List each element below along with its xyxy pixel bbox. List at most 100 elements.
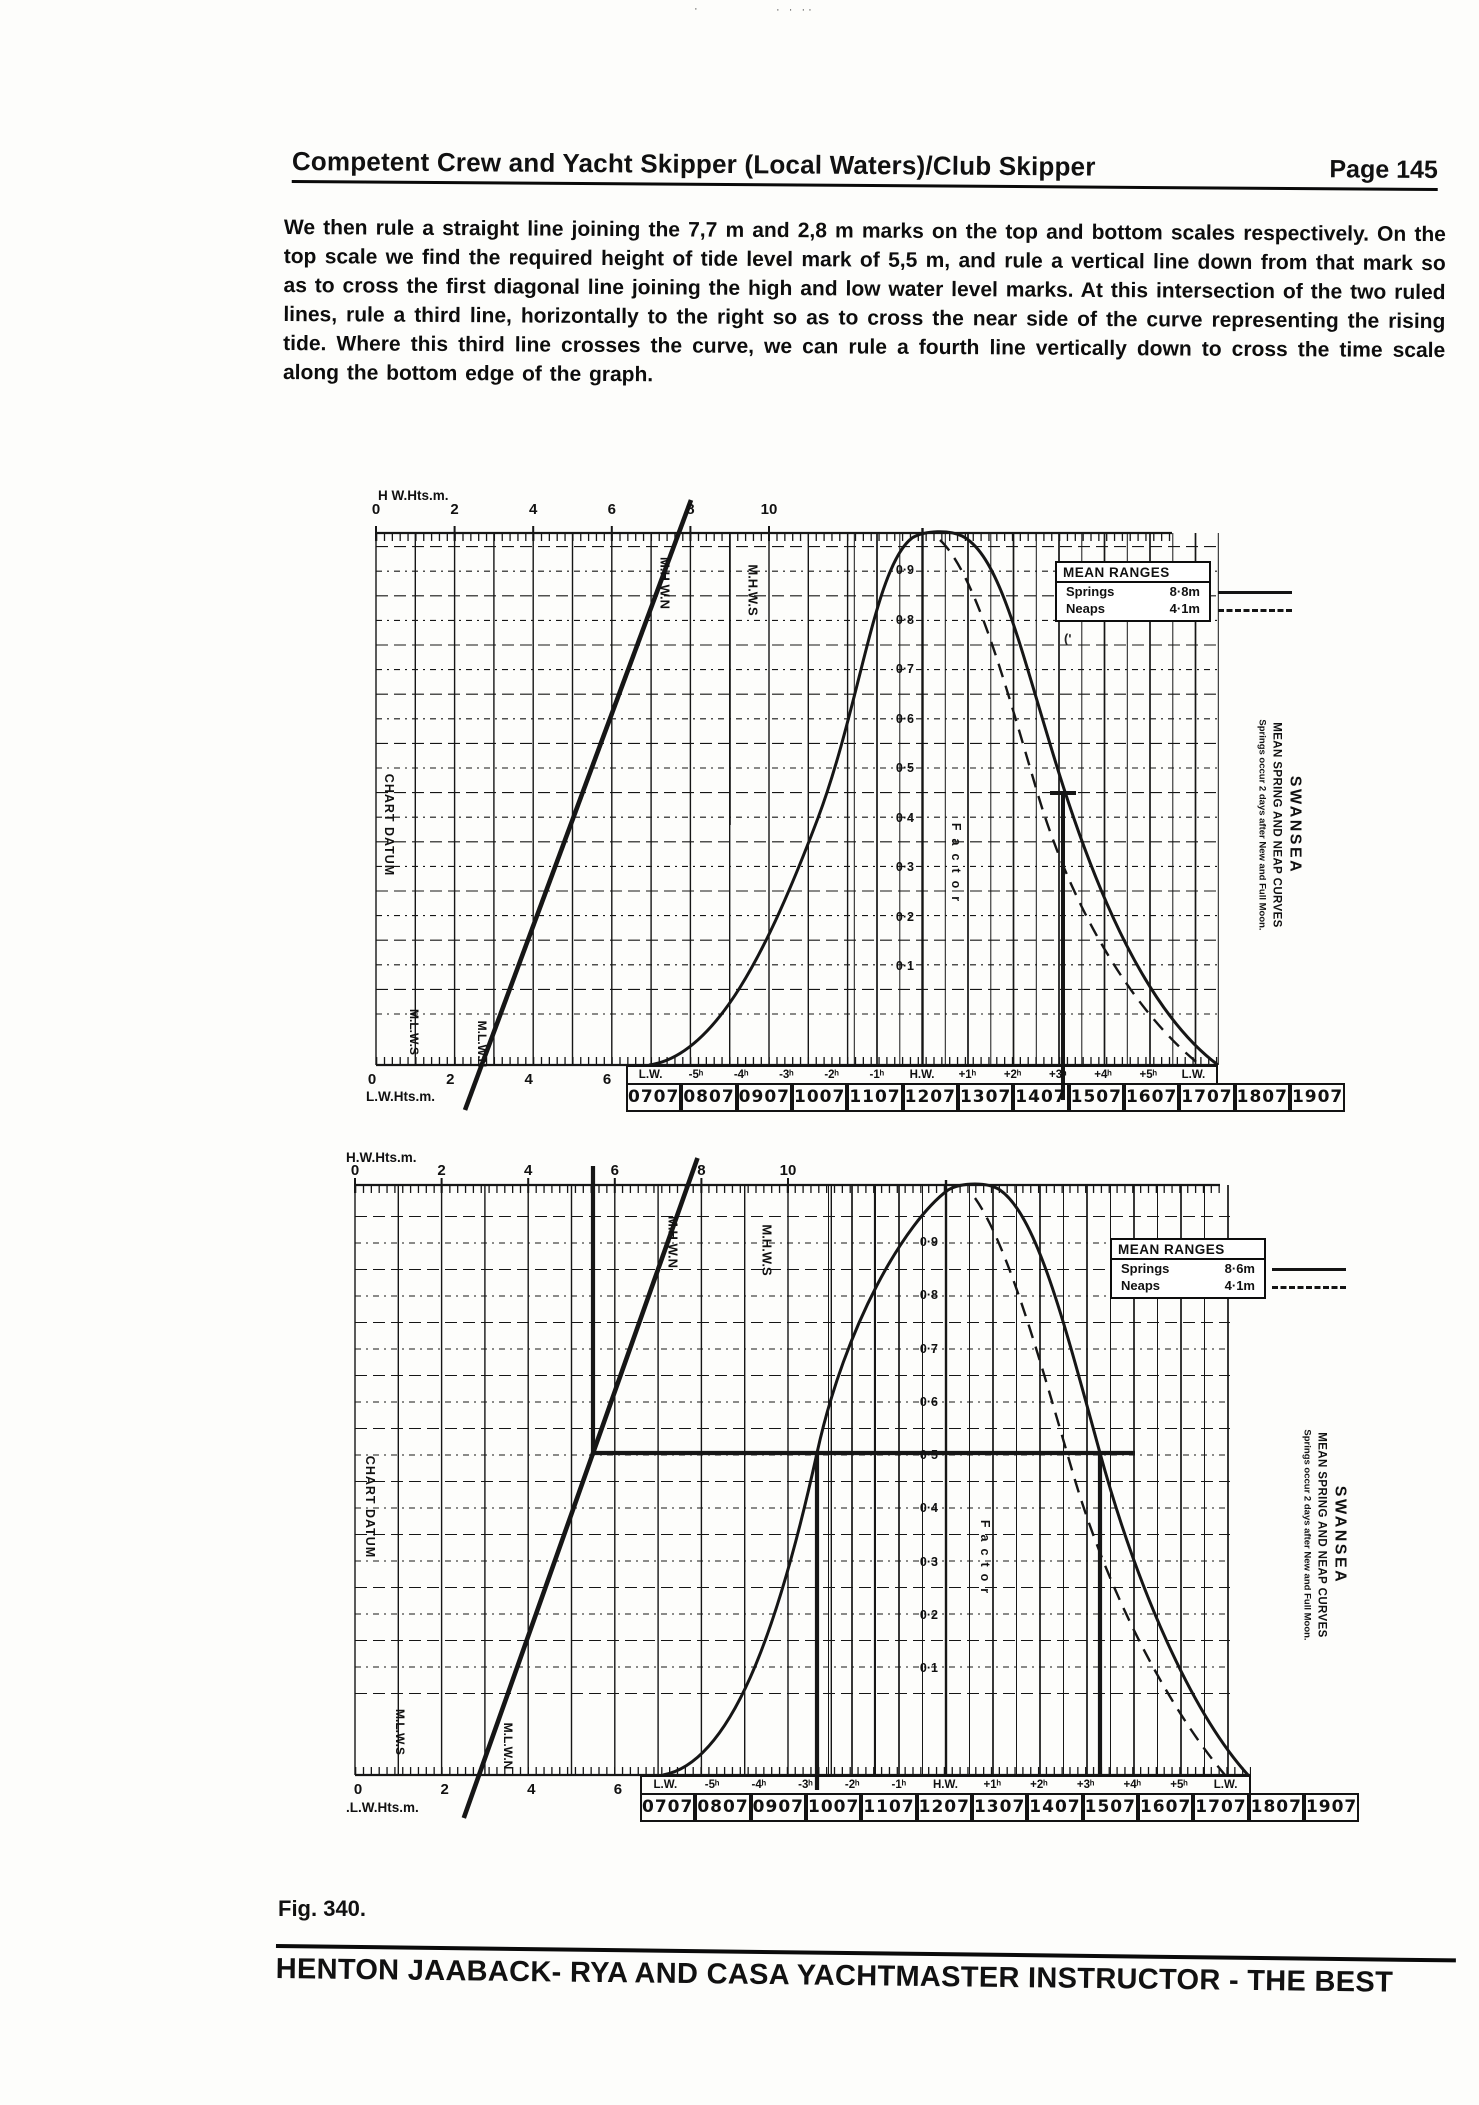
- time-value-cell: 1507: [1082, 1793, 1138, 1822]
- time-value-cell: 1707: [1179, 1083, 1235, 1112]
- legend-neaps-row: Neaps 4·1m: [1112, 1277, 1264, 1294]
- mlws-label: M.L.W.S: [393, 1709, 407, 1755]
- mhwn-label: M.H.W.N: [657, 557, 673, 609]
- mhws-label: M.H.W.S: [759, 1224, 775, 1276]
- time-value-cell: 1107: [861, 1793, 917, 1822]
- neap-curve: [974, 1197, 1226, 1776]
- hour-label: H.W.: [909, 1069, 935, 1081]
- hour-scale-row: L.W. -5ʰ -4ʰ -3ʰ -2ʰ -1ʰ H.W. +1ʰ +2ʰ +3ʰ +4ʰ +5ʰ L.…: [626, 1065, 1218, 1083]
- hour-label: -2ʰ: [844, 1779, 860, 1791]
- hour-label: L.W.: [1181, 1069, 1206, 1081]
- hour-label: -1ʰ: [891, 1779, 907, 1791]
- time-value-cell: 0907: [736, 1083, 792, 1112]
- hour-scale-row: L.W. -5ʰ -4ʰ -3ʰ -2ʰ -1ʰ H.W. +1ʰ +2ʰ +3ʰ +4ʰ +5ʰ L.…: [640, 1775, 1251, 1793]
- hour-label: -5ʰ: [704, 1779, 720, 1791]
- neaps-label: Neaps: [1121, 1278, 1161, 1293]
- legend-springs-row: Springs 8·8m: [1057, 583, 1209, 600]
- diagonal-line: [462, 499, 694, 1111]
- factor-axis-label: Factor: [949, 822, 963, 910]
- time-value-cell: 1507: [1068, 1083, 1124, 1112]
- mlws-label: M.L.W.S: [407, 1009, 421, 1055]
- port-info-block: SWANSEA MEAN SPRING AND NEAP CURVES Spri…: [1302, 1375, 1349, 1695]
- hour-label: +5ʰ: [1139, 1069, 1157, 1081]
- factor-value: 0·1: [895, 959, 914, 973]
- hour-label: +1ʰ: [958, 1069, 976, 1081]
- mean-ranges-legend: MEAN RANGES Springs 8·6m Neaps 4·1m: [1110, 1238, 1266, 1299]
- example-line-falling: [1050, 791, 1076, 1100]
- page-number: Page 145: [1329, 155, 1438, 184]
- port-info-block: SWANSEA MEAN SPRING AND NEAP CURVES Spri…: [1257, 665, 1304, 985]
- hour-label: -5ʰ: [688, 1069, 704, 1081]
- scan-speck: (ʹ: [1064, 631, 1072, 646]
- factor-value: 0·5: [919, 1448, 938, 1462]
- time-value-cell: 0807: [681, 1083, 737, 1112]
- time-values-row: 0707 0807 0907 1007 1107 1207 1307 1407 1507 1607…: [640, 1793, 1360, 1822]
- time-scale: L.W. -5ʰ -4ʰ -3ʰ -2ʰ -1ʰ H.W. +1ʰ +2ʰ +3ʰ +4ʰ +5ʰ L.…: [640, 1775, 1360, 1822]
- time-value-cell: 1307: [957, 1083, 1014, 1112]
- time-values-row: 0707 0807 0907 1007 1107 1207 1307 1407 1507 1607…: [626, 1083, 1346, 1112]
- neaps-value: 4·1m: [1224, 1278, 1255, 1293]
- time-value-cell: 1307: [971, 1793, 1028, 1822]
- time-value-cell: 1607: [1123, 1083, 1180, 1112]
- time-value-cell: 1907: [1289, 1083, 1346, 1112]
- curves-note: Springs occur 2 days after New and Full …: [1301, 1429, 1313, 1641]
- springs-line-sample: [1218, 591, 1292, 594]
- hour-label: -3ʰ: [779, 1069, 794, 1081]
- factor-value: 0·9: [919, 1235, 938, 1249]
- lw-heights-label: .L.W.Hts.m.: [346, 1800, 419, 1815]
- factor-value: 0·8: [895, 612, 914, 627]
- neap-curve: [939, 539, 1201, 1066]
- time-value-cell: 1807: [1234, 1083, 1290, 1112]
- time-scale: L.W. -5ʰ -4ʰ -3ʰ -2ʰ -1ʰ H.W. +1ʰ +2ʰ +3ʰ +4ʰ +5ʰ L.…: [626, 1065, 1346, 1112]
- hw-heights-label: H.W.Hts.m.: [346, 1150, 417, 1165]
- hour-label: +3ʰ: [1049, 1069, 1067, 1081]
- spring-curve: [662, 1182, 1250, 1777]
- legend-springs-row: Springs 8·6m: [1112, 1260, 1264, 1277]
- factor-scale: 0·9 0·8 0·7 0·6 0·5 0·4 0·3 0·2 0·1: [896, 1235, 938, 1675]
- neaps-label: Neaps: [1066, 601, 1106, 616]
- factor-value: 0·6: [919, 1394, 938, 1409]
- factor-value: 0·6: [895, 711, 914, 726]
- springs-label: Springs: [1066, 584, 1115, 599]
- factor-value: 0·3: [919, 1554, 938, 1569]
- tidal-curve-grid-2: [354, 1157, 1251, 1819]
- time-value-cell: 1207: [916, 1793, 972, 1822]
- time-value-cell: 1407: [1013, 1083, 1069, 1112]
- port-name: SWANSEA: [1331, 1485, 1349, 1585]
- page-header: Competent Crew and Yacht Skipper (Local …: [291, 146, 1438, 191]
- curves-note: Springs occur 2 days after New and Full …: [1256, 719, 1268, 931]
- time-value-cell: 1407: [1027, 1793, 1083, 1822]
- hour-label: -3ʰ: [798, 1779, 813, 1791]
- legend-neaps-row: Neaps 4·1m: [1057, 600, 1209, 617]
- factor-value: 0·7: [919, 1341, 938, 1356]
- mhws-label: M.H.W.S: [745, 564, 761, 616]
- hour-label: -1ʰ: [869, 1069, 885, 1081]
- scan-speck: · · ··: [776, 4, 815, 16]
- springs-value: 8·8m: [1169, 584, 1200, 599]
- mlwn-label: M.L.W.N: [501, 1722, 515, 1770]
- hour-label: +4ʰ: [1094, 1069, 1112, 1081]
- curves-title: MEAN SPRING AND NEAP CURVES: [1270, 722, 1283, 928]
- tidal-curve-chart-2: H.W.Hts.m. 0 2 4 6 8 10 M.H.W.N M.H.W.S CHART…: [340, 1150, 1420, 1850]
- time-value-cell: 1607: [1137, 1793, 1194, 1822]
- mhwn-label: M.H.W.N: [665, 1216, 681, 1268]
- legend-title: MEAN RANGES: [1112, 1240, 1264, 1260]
- factor-value: 0·9: [895, 563, 914, 577]
- chart-datum-label: CHART DATUM: [363, 1455, 377, 1559]
- hour-label: +1ʰ: [983, 1779, 1001, 1791]
- figure-caption: Fig. 340.: [278, 1896, 367, 1921]
- mean-ranges-legend: MEAN RANGES Springs 8·8m Neaps 4·1m: [1055, 561, 1211, 622]
- springs-value: 8·6m: [1224, 1261, 1255, 1276]
- factor-value: 0·5: [895, 761, 914, 775]
- hour-label: L.W.: [1213, 1779, 1238, 1791]
- neaps-line-sample: [1272, 1286, 1346, 1289]
- time-value-cell: 1007: [791, 1083, 848, 1112]
- hour-label: L.W.: [638, 1069, 663, 1081]
- factor-value: 0·4: [919, 1501, 938, 1516]
- hour-label: -4ʰ: [751, 1779, 766, 1791]
- mlwn-label: M.L.W.N: [475, 1020, 489, 1068]
- time-value-cell: 1207: [902, 1083, 958, 1112]
- factor-scale: 0·9 0·8 0·7 0·6 0·5 0·4 0·3 0·2 0·1: [872, 563, 914, 973]
